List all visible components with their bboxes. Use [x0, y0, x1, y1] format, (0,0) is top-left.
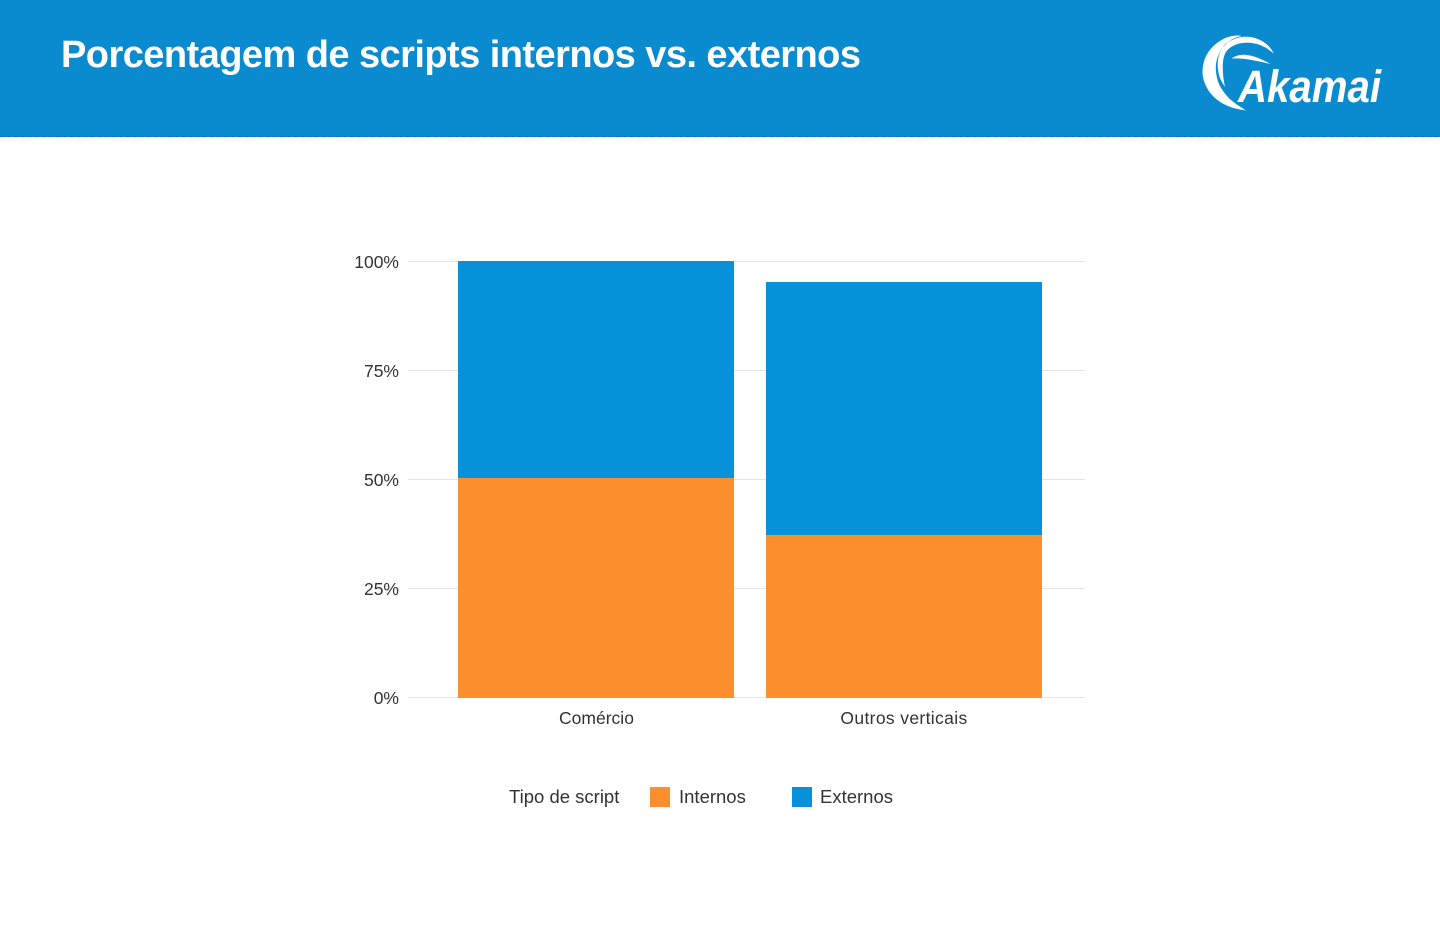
svg-text:Akamai: Akamai [1237, 61, 1382, 112]
